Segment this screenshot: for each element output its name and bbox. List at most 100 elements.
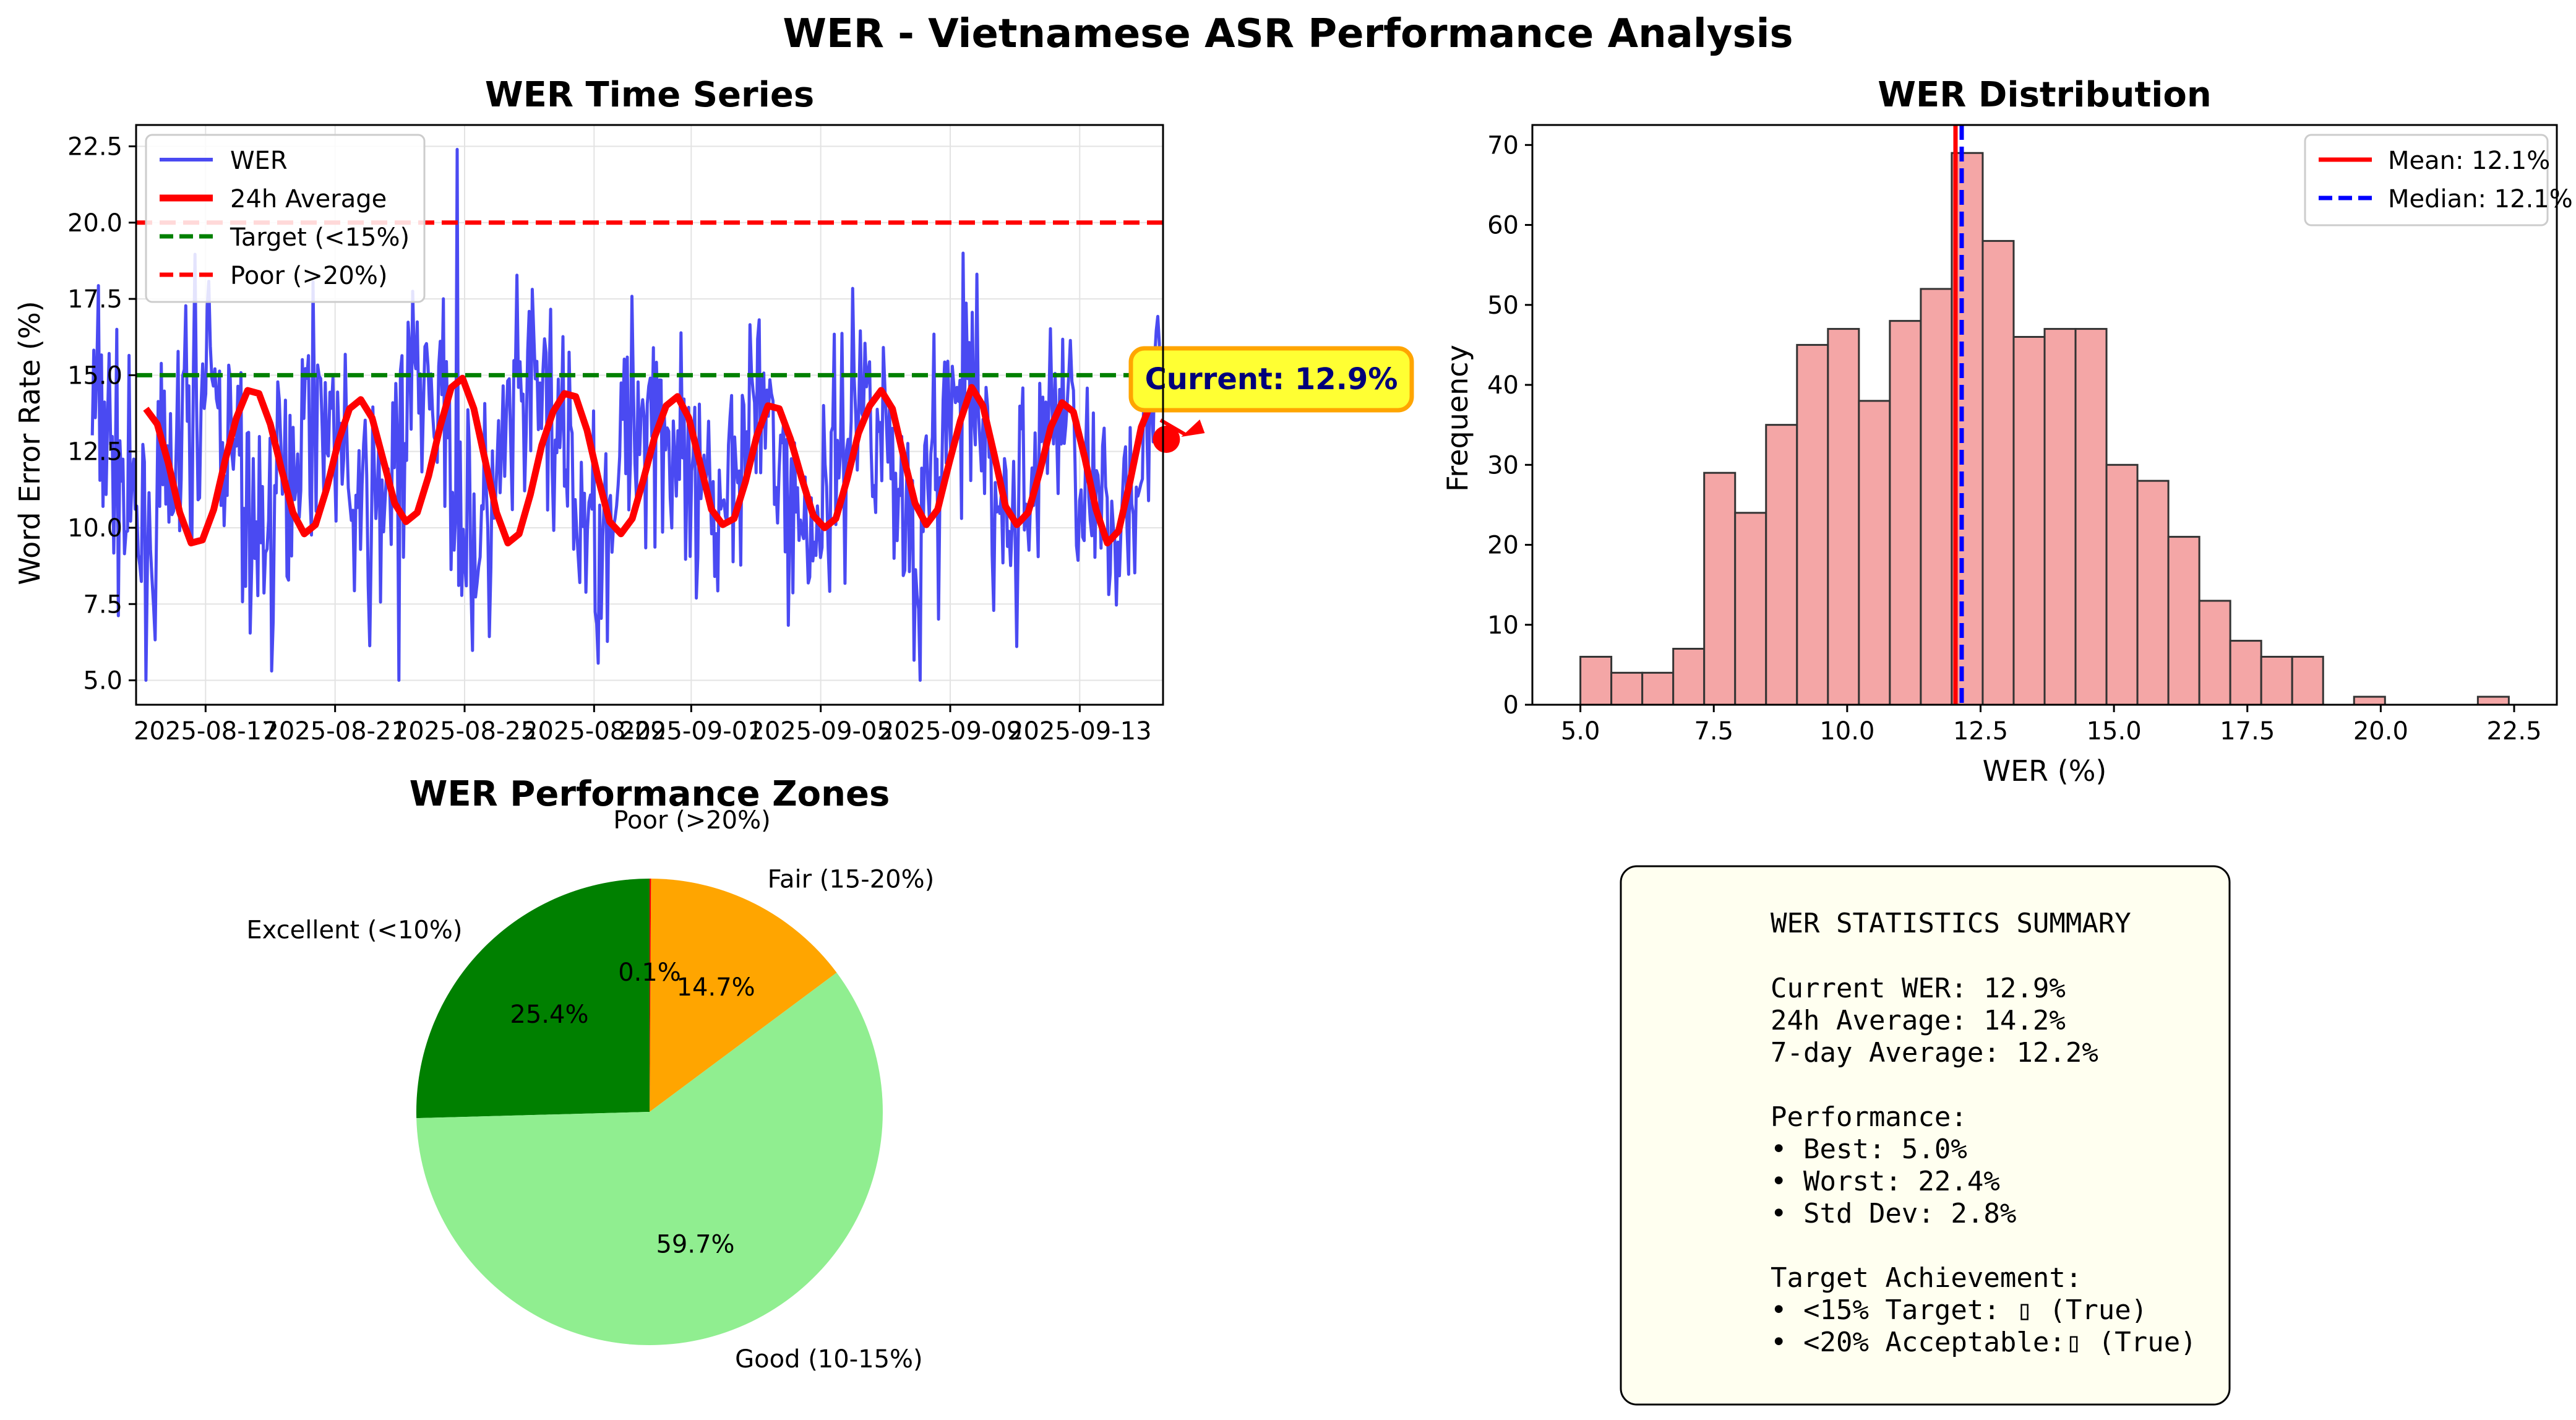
x-tick-label: 2025-08-17 xyxy=(134,717,277,746)
x-tick-label: 2025-09-13 xyxy=(1008,717,1151,746)
histogram-bar xyxy=(1734,512,1767,706)
pie-slice xyxy=(416,878,650,1119)
time-series-frame xyxy=(135,124,1164,706)
summary-line: • Worst: 22.4% xyxy=(1771,1166,2000,1197)
histogram-bar xyxy=(1703,471,1737,706)
histogram-bar xyxy=(1981,239,2015,706)
legend-avg-label: 24h Average xyxy=(230,185,387,213)
summary-line: 24h Average: 14.2% xyxy=(1771,1005,2066,1036)
x-tick-label: 20.0 xyxy=(2353,717,2408,746)
histogram-bar xyxy=(1579,655,1613,706)
y-tick-label: 20.0 xyxy=(67,209,122,238)
y-tick-label: 40 xyxy=(1487,371,1519,400)
histogram-bar xyxy=(1610,671,1644,706)
histogram-bar xyxy=(2012,335,2046,706)
pie-label: Fair (15-20%) xyxy=(768,865,935,893)
x-tick-label: 12.5 xyxy=(1953,717,2008,746)
summary-line: Performance: xyxy=(1771,1101,1967,1133)
x-tick-label: 5.0 xyxy=(1561,717,1600,746)
y-tick-label: 0 xyxy=(1503,691,1519,720)
legend-poor-label: Poor (>20%) xyxy=(230,262,387,290)
pie-label: Good (10-15%) xyxy=(735,1345,923,1374)
histogram-bar xyxy=(2291,655,2324,706)
y-tick-label: 10.0 xyxy=(67,514,122,543)
y-tick-label: 12.5 xyxy=(67,438,122,467)
summary-line: Current WER: 12.9% xyxy=(1771,973,2066,1004)
pie-label: Poor (>20%) xyxy=(613,806,770,835)
y-tick-label: 30 xyxy=(1487,451,1519,480)
y-tick-label: 20 xyxy=(1487,531,1519,560)
time-series-chart: WER Time Series Word Error Rate (%) Curr… xyxy=(13,75,1414,746)
time-series-legend: WER 24h Average Target (<15%) Poor (>20%) xyxy=(145,134,426,303)
histogram-bar xyxy=(1858,400,1891,706)
time-series-y-label: Word Error Rate (%) xyxy=(13,301,46,585)
distribution-y-label: Frequency xyxy=(1441,345,1474,492)
histogram-bar xyxy=(1920,288,1953,706)
summary-line: • <15% Target: ▯ (True) xyxy=(1771,1294,2147,1326)
y-tick-label: 50 xyxy=(1487,291,1519,320)
annotation-arrowhead xyxy=(1181,419,1205,437)
histogram-bar xyxy=(2353,695,2386,706)
x-tick-label: 2025-08-21 xyxy=(263,717,406,746)
y-tick-label: 7.5 xyxy=(83,590,122,619)
pie-title: WER Performance Zones xyxy=(410,774,890,814)
wer-series-line xyxy=(90,148,1166,682)
avg-24h-line xyxy=(143,374,1164,547)
current-annotation-text: Current: 12.9% xyxy=(1145,362,1398,397)
summary-line: • <20% Acceptable:▯ (True) xyxy=(1771,1327,2197,1358)
legend-median-label: Median: 12.1% xyxy=(2388,185,2573,213)
pie-slice xyxy=(650,879,837,1112)
y-tick-label: 5.0 xyxy=(83,667,122,695)
histogram-bar xyxy=(2043,328,2077,706)
pie-slice xyxy=(650,878,651,1112)
y-tick-label: 15.0 xyxy=(67,361,122,390)
statistics-summary: WER STATISTICS SUMMARY Current WER: 12.9… xyxy=(1620,865,2231,1406)
histogram-bar xyxy=(1641,671,1675,706)
pie-pct-label: 25.4% xyxy=(510,1000,588,1029)
legend-target-label: Target (<15%) xyxy=(230,223,410,252)
x-tick-label: 15.0 xyxy=(2087,717,2142,746)
annotation-arrow xyxy=(1159,418,1186,436)
x-tick-label: 22.5 xyxy=(2486,717,2541,746)
y-tick-label: 17.5 xyxy=(67,285,122,314)
current-point xyxy=(1153,425,1180,453)
histogram-bar xyxy=(2167,536,2200,706)
summary-box xyxy=(1620,865,2231,1406)
histogram-bar xyxy=(2198,600,2231,706)
summary-line: Target Achievement: xyxy=(1771,1262,2082,1294)
distribution-chart: WER Distribution Frequency WER (%) 5.0 7.… xyxy=(1441,75,2573,788)
histogram-bar xyxy=(2136,480,2170,706)
legend-box xyxy=(145,134,426,303)
x-tick-label: 17.5 xyxy=(2220,717,2275,746)
pie-pct-label: 14.7% xyxy=(677,973,755,1002)
pie-slice xyxy=(416,972,883,1345)
y-tick-label: 22.5 xyxy=(67,133,122,161)
histogram-bar xyxy=(2105,463,2139,706)
x-tick-label: 2025-08-29 xyxy=(522,717,666,746)
histogram-bar xyxy=(1889,320,1922,706)
legend-wer-label: WER xyxy=(230,147,288,175)
y-tick-label: 10 xyxy=(1487,611,1519,640)
pie-pct-label: 0.1% xyxy=(618,958,681,987)
y-tick-label: 70 xyxy=(1487,131,1519,160)
distribution-legend: Mean: 12.1% Median: 12.1% xyxy=(2304,134,2573,226)
distribution-frame xyxy=(1531,124,2558,706)
histogram-bar xyxy=(1796,343,1829,706)
distribution-title: WER Distribution xyxy=(1878,75,2212,115)
current-annotation-box xyxy=(1128,346,1414,413)
summary-line: • Best: 5.0% xyxy=(1771,1134,1967,1165)
distribution-x-label: WER (%) xyxy=(1983,754,2107,788)
x-tick-label: 2025-08-25 xyxy=(393,717,536,746)
x-tick-label: 2025-09-05 xyxy=(749,717,892,746)
summary-title: WER STATISTICS SUMMARY xyxy=(1771,908,2131,939)
summary-line: • Std Dev: 2.8% xyxy=(1771,1198,2016,1229)
pie-pct-label: 59.7% xyxy=(656,1231,734,1259)
x-tick-label: 2025-09-09 xyxy=(878,717,1022,746)
histogram-bar xyxy=(2229,640,2262,706)
x-tick-label: 7.5 xyxy=(1694,717,1733,746)
time-series-title: WER Time Series xyxy=(485,75,814,115)
histogram-bar xyxy=(1765,424,1798,706)
performance-zones-chart: WER Performance Zones 25.4% Excellent (<1… xyxy=(246,774,934,1374)
legend-mean-label: Mean: 12.1% xyxy=(2388,147,2550,175)
